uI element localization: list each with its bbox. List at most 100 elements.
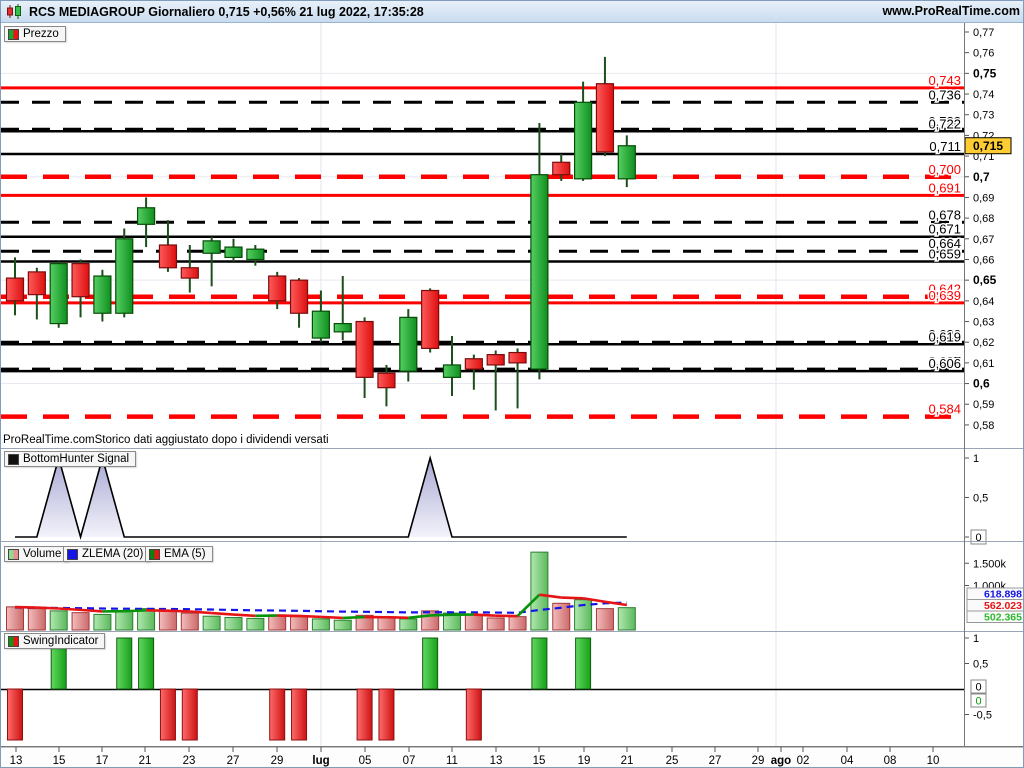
legend-volume-label: Volume xyxy=(23,548,62,560)
bh-axis-tick-label: 1 xyxy=(973,453,979,465)
level-label: 0,619 xyxy=(928,329,961,344)
legend-chip-prezzo[interactable]: Prezzo xyxy=(4,26,66,42)
bh-zero-box-label: 0 xyxy=(975,532,981,544)
candle-11/07 xyxy=(442,364,462,378)
level-label: 0,671 xyxy=(928,222,961,237)
price-axis-tick-label: 0,58 xyxy=(973,420,994,432)
candlestick-icon xyxy=(7,4,21,19)
volume-icon xyxy=(8,548,19,560)
level-label: 0,639 xyxy=(928,288,961,303)
swing-zero-box xyxy=(970,679,987,694)
legend-zlema-label: ZLEMA (20) xyxy=(82,548,144,560)
swing-bar xyxy=(356,688,373,741)
swing-bar xyxy=(422,637,439,690)
ema-segment xyxy=(58,607,81,612)
level-label: 0,691 xyxy=(928,180,961,195)
swing-bar xyxy=(138,637,155,690)
ema-segment xyxy=(320,615,343,620)
time-tick-label: 13 xyxy=(10,755,23,767)
candle-20/06 xyxy=(115,238,134,314)
ema-segment xyxy=(80,608,103,613)
ema-segment xyxy=(342,615,365,620)
price-axis-tick-label: 0,6 xyxy=(973,377,990,391)
candle-06/07 xyxy=(377,372,396,389)
swing-bar xyxy=(291,688,308,741)
data-adjustment-note: ProRealTime.comStorico dati aggiustato d… xyxy=(3,434,329,446)
price-axis-tick-label: 0,66 xyxy=(973,254,994,266)
swing-axis-tick-label: 0,5 xyxy=(973,659,988,671)
ema-segment xyxy=(386,615,409,620)
price-axis-tick-label: 0,75 xyxy=(973,66,997,80)
legend-chip-volume[interactable]: Volume xyxy=(4,546,69,562)
volume-bar xyxy=(49,610,68,631)
provider-url: www.ProRealTime.com xyxy=(882,4,1020,18)
volume-value-box-label: 502.365 xyxy=(984,612,1022,624)
price-axis-tick-label: 0,7 xyxy=(973,170,990,184)
candle-30/06 xyxy=(289,279,309,314)
price-axis-tick-label: 0,74 xyxy=(973,89,994,101)
ema-segment xyxy=(124,609,147,613)
zlema-icon xyxy=(67,548,78,560)
time-tick-label: 25 xyxy=(666,755,679,767)
bottomhunter-icon xyxy=(8,453,19,465)
volume-bar xyxy=(224,617,243,631)
price-axis-tick-label: 0,77 xyxy=(973,27,994,39)
instrument-title: RCS MEDIAGROUP Giornaliero 0,715 +0,56% … xyxy=(29,4,424,19)
ema-segment xyxy=(561,596,584,600)
level-label: 0,711 xyxy=(929,139,961,154)
legend-bottomhunter-label: BottomHunter Signal xyxy=(23,453,130,465)
time-tick-label: 04 xyxy=(841,755,854,767)
price-axis-tick-label: 0,61 xyxy=(973,358,994,370)
swing-bar xyxy=(465,688,482,741)
legend-chip-ema[interactable]: EMA (5) xyxy=(145,546,213,562)
ema-segment xyxy=(582,596,606,604)
volume-bar xyxy=(508,616,527,631)
level-label: 0,723 xyxy=(928,114,961,129)
price-axis-tick-label: 0,63 xyxy=(973,317,994,329)
time-tick-label: 29 xyxy=(271,755,284,767)
candle-21/06 xyxy=(137,207,156,225)
candle-07/07 xyxy=(399,316,418,372)
volume-bar xyxy=(486,617,505,631)
time-tick-label: lug xyxy=(312,755,329,767)
ema-segment xyxy=(430,613,453,617)
candle-29/06 xyxy=(268,275,287,302)
ema-segment xyxy=(516,593,541,617)
candle-22/06 xyxy=(158,244,178,269)
candle-18/07 xyxy=(552,161,571,176)
swing-axis-tick-label: -0,5 xyxy=(973,710,992,722)
candle-16/06 xyxy=(71,263,90,298)
volume-bar xyxy=(311,618,330,631)
level-label: 0,743 xyxy=(928,73,961,88)
time-tick-label: 07 xyxy=(403,755,416,767)
time-tick-label: 08 xyxy=(884,755,897,767)
volume-bar xyxy=(464,613,483,631)
price-axis-tick-label: 0,64 xyxy=(973,296,994,308)
time-tick-label: 15 xyxy=(533,755,546,767)
swing-bar xyxy=(531,637,548,690)
legend-chip-zlema[interactable]: ZLEMA (20) xyxy=(63,546,151,562)
volume-bar xyxy=(246,617,265,631)
ema-segment xyxy=(36,606,59,610)
legend-chip-swing[interactable]: SwingIndicator xyxy=(4,633,106,649)
volume-bar xyxy=(617,607,636,631)
bh-zero-box xyxy=(970,529,987,545)
ema-segment xyxy=(189,610,212,615)
time-tick-label: 23 xyxy=(183,755,196,767)
time-tick-label: 15 xyxy=(53,755,66,767)
time-tick-label: 13 xyxy=(490,755,503,767)
candle-04/07 xyxy=(333,322,352,333)
legend-chip-bottomhunter[interactable]: BottomHunter Signal xyxy=(4,451,137,467)
time-tick-label: 17 xyxy=(96,755,109,767)
swing-icon xyxy=(8,635,19,647)
ema-segment xyxy=(539,593,562,599)
time-axis-strip[interactable] xyxy=(1,747,1024,768)
volume-value-box-label: 618.898 xyxy=(984,589,1022,601)
volume-bar xyxy=(71,612,90,631)
time-tick-label: 21 xyxy=(139,755,152,767)
volume-bar xyxy=(399,618,418,631)
level-label: 0,736 xyxy=(928,87,961,102)
volume-bar xyxy=(574,599,593,631)
